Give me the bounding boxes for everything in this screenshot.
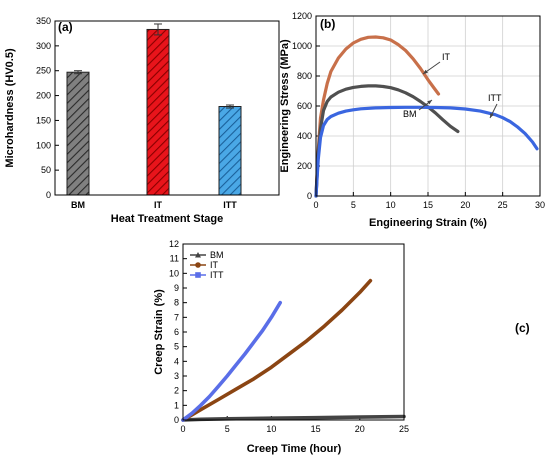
panel-c-ytick-label: 12	[169, 239, 179, 249]
panel-c-xtick-label: 0	[180, 424, 185, 434]
series-it-line	[181, 278, 373, 422]
legend-marker-circle	[195, 262, 201, 268]
panel-c-ytick-label: 1	[174, 400, 179, 410]
panel-a-ytick-label: 300	[36, 41, 51, 51]
panel-a-ytick-label: 100	[36, 140, 51, 150]
panel-c-ytick-label: 11	[170, 254, 179, 264]
series-it-line	[314, 35, 441, 198]
panel-b-xtick-label: 0	[313, 200, 318, 210]
panel-b-callout-arrowhead	[427, 100, 432, 105]
panel-a-xlabel: Heat Treatment Stage	[111, 213, 223, 225]
panel-a-ytick-label: 350	[36, 16, 51, 26]
panel-b-annotation-it: IT	[442, 52, 451, 62]
panel-b-ytick-label: 200	[297, 161, 312, 171]
series-bm-line	[181, 414, 406, 422]
panel-b-ytick-label: 600	[297, 101, 312, 111]
legend-itt-label: ITT	[210, 270, 224, 280]
bar-it	[146, 28, 170, 196]
panel-c-xtick-label: 5	[225, 424, 230, 434]
panel-a-category-label: ITT	[223, 200, 237, 210]
panel-b-ytick-label: 0	[307, 191, 312, 201]
panel-a-ylabel: Microhardness (HV0.5)	[4, 48, 16, 168]
panel-b-ytick-label: 1000	[292, 41, 312, 51]
panel-a-ytick-label: 50	[41, 165, 51, 175]
panel-b-ytick-label: 1200	[292, 11, 312, 21]
panel-b-xtick-label: 30	[535, 200, 545, 210]
panel-b-xtick-label: 20	[460, 200, 470, 210]
panel-c-ytick-label: 0	[174, 415, 179, 425]
panel-c-ytick-label: 10	[169, 268, 179, 278]
panel-b-xlabel: Engineering Strain (%)	[369, 217, 487, 229]
panel-b-callout-arrowhead	[423, 69, 428, 74]
panel-c-ytick-label: 4	[174, 356, 179, 366]
panel-b-label: (b)	[320, 17, 335, 31]
panel-b-callout-arrowhead	[490, 113, 494, 118]
panel-c-ytick-label: 8	[174, 298, 179, 308]
series-bm-line	[314, 84, 460, 198]
panel-b-annotation-itt: ITT	[488, 93, 502, 103]
series-itt-line	[181, 300, 283, 422]
panel-a-ytick-label: 200	[36, 91, 51, 101]
panel-a-category-label: BM	[71, 200, 85, 210]
panel-c-ylabel: Creep Strain (%)	[153, 289, 165, 375]
panel-b-xtick-label: 5	[351, 200, 356, 210]
panel-b-xtick-label: 10	[386, 200, 396, 210]
panel-c-ytick-label: 3	[174, 371, 179, 381]
panel-a-frame	[54, 20, 280, 196]
panel-a-category-label: IT	[154, 200, 163, 210]
panel-b-xtick-label: 25	[498, 200, 508, 210]
legend-bm-label: BM	[210, 250, 224, 260]
panel-c-frame	[182, 243, 405, 421]
panel-b-frame	[315, 15, 541, 197]
legend-marker-triangle	[195, 252, 201, 258]
panel-b-ylabel: Engineering Stress (MPa)	[279, 39, 291, 173]
panel-c-xlabel: Creep Time (hour)	[247, 443, 342, 455]
panel-c-ytick-label: 2	[174, 386, 179, 396]
panel-b-xtick-label: 15	[423, 200, 433, 210]
panel-b-annotation-bm: BM	[403, 109, 417, 119]
panel-c-ytick-label: 7	[174, 312, 179, 322]
panel-a-ytick-label: 150	[36, 115, 51, 125]
bar-bm	[66, 71, 90, 196]
panel-c-xtick-label: 25	[399, 424, 409, 434]
panel-a-ytick-label: 250	[36, 66, 51, 76]
panel-b-ytick-label: 400	[297, 131, 312, 141]
panel-c-ytick-label: 5	[174, 342, 179, 352]
panel-c-label: (c)	[515, 321, 530, 335]
panel-a-ytick-label: 0	[46, 190, 51, 200]
panel-a-label: (a)	[58, 20, 73, 34]
legend-it-label: IT	[210, 260, 219, 270]
panel-b-ytick-label: 800	[297, 71, 312, 81]
panel-c-ytick-label: 9	[174, 283, 179, 293]
bar-itt	[218, 106, 242, 196]
panel-c-xtick-label: 15	[311, 424, 321, 434]
panel-a-microhardness: (a) 0 50 100 150 200 250 300 350 BM IT ITT Microh…	[4, 16, 280, 225]
panel-b-tensile: 0 5 10 15 20 25 30 0 200 400 600 800 1000 1200 (b) En…	[279, 11, 545, 229]
legend-marker-square	[195, 272, 201, 278]
panel-c-xtick-label: 20	[355, 424, 365, 434]
panel-c-xtick-label: 10	[266, 424, 276, 434]
series-itt-line	[314, 105, 539, 198]
panel-c-ytick-label: 6	[174, 327, 179, 337]
